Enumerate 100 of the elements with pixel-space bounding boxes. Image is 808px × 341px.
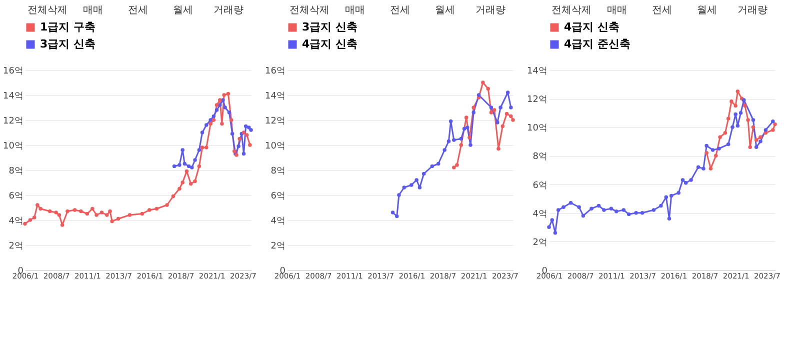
legend-label: 1급지 구축 bbox=[40, 20, 96, 34]
point bbox=[751, 118, 756, 122]
point bbox=[489, 106, 494, 110]
point bbox=[38, 206, 42, 211]
point bbox=[148, 208, 152, 212]
point bbox=[249, 128, 253, 132]
point bbox=[218, 98, 222, 102]
point bbox=[496, 146, 500, 151]
point bbox=[718, 135, 722, 140]
point bbox=[200, 146, 204, 150]
point bbox=[414, 178, 418, 182]
point bbox=[684, 180, 688, 185]
point bbox=[754, 145, 758, 150]
point bbox=[751, 125, 756, 130]
y-tick-label: 4억 bbox=[270, 216, 286, 226]
point bbox=[664, 195, 668, 200]
y-tick-label: 10억 bbox=[527, 124, 548, 134]
point bbox=[128, 213, 132, 217]
text: 월세 bbox=[697, 5, 718, 16]
point bbox=[773, 122, 777, 126]
text: 거래량 bbox=[213, 5, 244, 16]
point bbox=[659, 204, 663, 208]
point bbox=[23, 222, 27, 226]
point bbox=[100, 210, 104, 214]
point bbox=[486, 86, 490, 91]
point bbox=[229, 118, 234, 122]
point bbox=[562, 205, 566, 210]
point bbox=[748, 145, 752, 150]
point bbox=[110, 219, 114, 224]
point bbox=[54, 210, 58, 214]
point bbox=[212, 118, 216, 122]
point bbox=[79, 209, 83, 214]
point bbox=[723, 130, 728, 135]
point bbox=[223, 106, 227, 110]
point bbox=[556, 208, 560, 212]
legend-label: 3급지 신축 bbox=[40, 38, 96, 50]
y-tick-label: 16억 bbox=[3, 66, 24, 76]
point bbox=[476, 93, 481, 97]
point bbox=[108, 209, 112, 214]
text: 전세 bbox=[390, 5, 410, 16]
point bbox=[758, 135, 762, 140]
point bbox=[489, 110, 494, 114]
point bbox=[204, 146, 208, 150]
point bbox=[553, 230, 558, 235]
point bbox=[704, 144, 708, 148]
point bbox=[710, 148, 715, 152]
point bbox=[754, 138, 758, 142]
text: 전체삭제 bbox=[552, 5, 592, 16]
point bbox=[48, 209, 52, 214]
point bbox=[172, 164, 176, 168]
point bbox=[193, 158, 197, 162]
point bbox=[498, 106, 502, 110]
text: 매매 bbox=[344, 5, 365, 16]
y-tick-label: 6억 bbox=[270, 192, 286, 202]
point bbox=[208, 118, 212, 122]
point bbox=[736, 90, 740, 94]
text: 거래량 bbox=[475, 5, 506, 16]
y-tick-label: 8억 bbox=[8, 166, 24, 176]
point bbox=[568, 200, 573, 205]
point bbox=[506, 90, 510, 94]
point bbox=[448, 119, 453, 124]
point bbox=[90, 206, 94, 211]
point bbox=[689, 178, 693, 182]
point bbox=[771, 120, 775, 124]
text: 거래량 bbox=[737, 5, 768, 16]
point bbox=[442, 148, 446, 152]
point bbox=[154, 206, 159, 211]
point bbox=[704, 150, 708, 155]
point bbox=[238, 136, 242, 141]
point bbox=[596, 204, 601, 208]
point bbox=[676, 190, 680, 195]
y-tick-label: 14억 bbox=[265, 92, 286, 102]
point bbox=[455, 163, 459, 167]
point bbox=[94, 213, 98, 217]
point bbox=[462, 126, 466, 131]
point bbox=[230, 132, 234, 136]
point bbox=[743, 104, 747, 108]
point bbox=[492, 108, 496, 112]
point bbox=[244, 124, 248, 128]
point bbox=[717, 146, 721, 150]
y-tick-label: 12억 bbox=[265, 116, 286, 126]
point bbox=[734, 104, 738, 108]
y-tick-label: 8억 bbox=[270, 166, 286, 176]
y-tick-label: 12억 bbox=[527, 95, 548, 106]
point bbox=[669, 194, 674, 198]
point bbox=[390, 210, 395, 214]
point bbox=[180, 180, 184, 184]
legend-label: 4급지 준신축 bbox=[564, 38, 630, 50]
point bbox=[509, 106, 513, 110]
y-tick-label: 14억 bbox=[527, 66, 548, 76]
point bbox=[504, 112, 509, 116]
point bbox=[214, 108, 219, 112]
point bbox=[36, 203, 40, 207]
point bbox=[208, 122, 212, 126]
point bbox=[200, 130, 204, 134]
point bbox=[247, 126, 251, 130]
point bbox=[180, 148, 184, 152]
point bbox=[614, 210, 618, 214]
y-tick-label: 2억 bbox=[532, 238, 548, 248]
point bbox=[667, 216, 672, 220]
